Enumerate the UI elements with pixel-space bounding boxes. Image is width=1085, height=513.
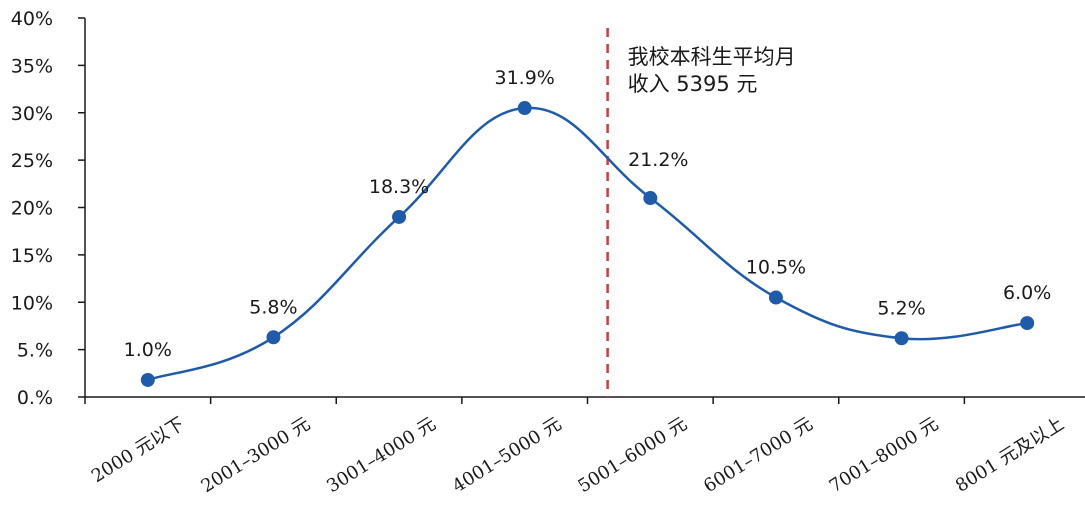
y-tick-label: 40% (11, 8, 53, 30)
data-labels: 1.0% 5.8% 18.3% 31.9% 21.2% 10.5% 5.2% 6.0% (124, 67, 1052, 361)
data-label: 5.8% (249, 296, 297, 318)
x-tick-label: 4001–5000 元 (449, 413, 566, 497)
y-tick-label: 0.% (17, 387, 53, 409)
data-point (392, 209, 407, 224)
y-tick-label: 15% (11, 245, 53, 267)
x-tick-label: 7001–8000 元 (826, 413, 943, 497)
y-ticks: 0.% 5.% 10% 15% 20% 25% 30% 35% 40% (11, 8, 85, 409)
average-income-annotation: 我校本科生平均月收入 5395 元 (628, 45, 796, 96)
data-point (266, 330, 281, 345)
series-line (147, 106, 1028, 382)
data-point (140, 372, 155, 387)
data-label: 10.5% (746, 257, 806, 279)
y-tick-label: 20% (11, 198, 53, 220)
data-point (768, 290, 783, 305)
y-tick-label: 10% (11, 292, 53, 314)
y-tick-label: 35% (11, 55, 53, 77)
y-tick-label: 5.% (17, 340, 53, 362)
x-tick-label: 2001–3000 元 (198, 413, 315, 497)
data-label: 1.0% (124, 339, 172, 361)
axes (84, 18, 1085, 398)
x-tick-label: 6001–7000 元 (700, 413, 817, 497)
data-label: 21.2% (628, 149, 688, 171)
y-tick-label: 30% (11, 103, 53, 125)
data-point (643, 191, 658, 206)
annotation-line: 收入 5395 元 (628, 72, 758, 96)
x-tick-label: 3001–4000 元 (323, 413, 440, 497)
y-tick-label: 25% (11, 150, 53, 172)
data-point (517, 101, 532, 116)
annotation-line: 我校本科生平均月 (628, 45, 796, 69)
data-label: 18.3% (369, 176, 429, 198)
x-tick-label: 5001–6000 元 (574, 413, 691, 497)
data-point (894, 331, 909, 346)
data-point (1020, 316, 1035, 331)
x-tick-label: 2000 元以下 (88, 413, 189, 487)
data-label: 6.0% (1003, 282, 1051, 304)
x-tick-label: 8001 元及以上 (952, 413, 1068, 496)
data-label: 31.9% (495, 67, 555, 89)
x-ticks: 2000 元以下 2001–3000 元 3001–4000 元 4001–5000 … (84, 397, 1068, 497)
data-label: 5.2% (877, 297, 925, 319)
data-points (140, 101, 1035, 387)
